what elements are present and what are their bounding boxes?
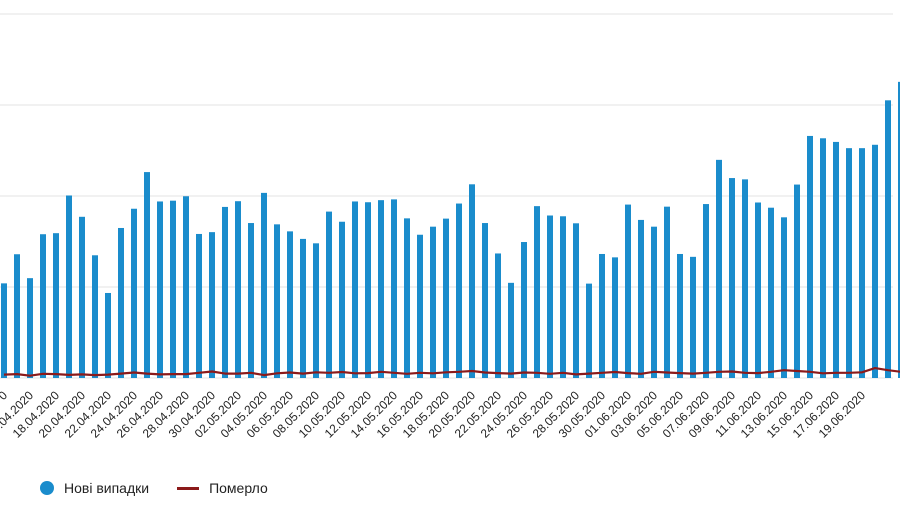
- new-cases-bar[interactable]: [157, 201, 163, 378]
- new-cases-bar[interactable]: [53, 233, 59, 378]
- new-cases-bar[interactable]: [885, 100, 891, 378]
- new-cases-bar[interactable]: [586, 283, 592, 378]
- new-cases-bar[interactable]: [794, 184, 800, 378]
- new-cases-bar[interactable]: [664, 206, 670, 378]
- legend-item-deaths[interactable]: Померло: [177, 480, 268, 496]
- new-cases-bar[interactable]: [495, 253, 501, 378]
- new-cases-bar[interactable]: [196, 233, 202, 378]
- circle-icon: [40, 481, 54, 495]
- new-cases-bar[interactable]: [638, 219, 644, 378]
- new-cases-bar[interactable]: [352, 201, 358, 378]
- new-cases-bar[interactable]: [222, 206, 228, 378]
- legend: Нові випадки Померло: [40, 480, 296, 496]
- new-cases-bar[interactable]: [807, 135, 813, 378]
- x-tick-label: 0: [0, 388, 10, 403]
- new-cases-bar[interactable]: [66, 195, 72, 378]
- new-cases-bar[interactable]: [560, 216, 566, 378]
- new-cases-bar[interactable]: [300, 238, 306, 378]
- new-cases-bar[interactable]: [235, 201, 241, 378]
- new-cases-bar[interactable]: [742, 179, 748, 378]
- new-cases-bar[interactable]: [248, 223, 254, 378]
- new-cases-bar[interactable]: [430, 226, 436, 378]
- new-cases-bar[interactable]: [898, 81, 900, 379]
- new-cases-bar[interactable]: [599, 253, 605, 378]
- new-cases-bar[interactable]: [417, 234, 423, 378]
- new-cases-bar[interactable]: [404, 218, 410, 378]
- new-cases-bar[interactable]: [261, 192, 267, 378]
- legend-label-deaths: Померло: [209, 480, 268, 496]
- new-cases-bar[interactable]: [781, 217, 787, 378]
- line-icon: [177, 486, 200, 490]
- new-cases-bar[interactable]: [872, 144, 878, 378]
- new-cases-bar[interactable]: [716, 159, 722, 378]
- new-cases-bar[interactable]: [14, 254, 20, 378]
- legend-item-new-cases[interactable]: Нові випадки: [40, 480, 149, 496]
- new-cases-bar[interactable]: [820, 138, 826, 378]
- new-cases-bar[interactable]: [378, 200, 384, 378]
- new-cases-bar[interactable]: [79, 216, 85, 378]
- new-cases-bar[interactable]: [456, 203, 462, 378]
- new-cases-bar[interactable]: [443, 218, 449, 378]
- new-cases-bar[interactable]: [313, 243, 319, 378]
- new-cases-bar[interactable]: [859, 148, 865, 378]
- new-cases-bar[interactable]: [846, 148, 852, 378]
- new-cases-bar[interactable]: [92, 255, 98, 378]
- new-cases-bar[interactable]: [209, 232, 215, 378]
- new-cases-bar[interactable]: [339, 221, 345, 378]
- new-cases-bar[interactable]: [365, 202, 371, 378]
- legend-label-new-cases: Нові випадки: [64, 480, 150, 496]
- new-cases-bar[interactable]: [768, 207, 774, 378]
- new-cases-bar[interactable]: [27, 278, 33, 378]
- new-cases-bar[interactable]: [729, 178, 735, 378]
- new-cases-bar[interactable]: [118, 227, 124, 378]
- new-cases-bar[interactable]: [391, 199, 397, 378]
- new-cases-bar[interactable]: [40, 234, 46, 378]
- new-cases-bar[interactable]: [105, 292, 111, 378]
- new-cases-bar[interactable]: [144, 172, 150, 378]
- new-cases-bar[interactable]: [573, 223, 579, 378]
- new-cases-bar[interactable]: [625, 204, 631, 378]
- new-cases-bar[interactable]: [287, 231, 293, 378]
- new-cases-bar[interactable]: [482, 223, 488, 378]
- new-cases-bar[interactable]: [274, 224, 280, 378]
- new-cases-bar[interactable]: [131, 208, 137, 378]
- new-cases-bar[interactable]: [612, 257, 618, 378]
- new-cases-bar[interactable]: [547, 215, 553, 379]
- new-cases-bar[interactable]: [183, 196, 189, 378]
- deaths-line: [3, 367, 900, 377]
- new-cases-bar[interactable]: [1, 283, 7, 378]
- new-cases-bar[interactable]: [469, 184, 475, 378]
- new-cases-bar[interactable]: [755, 202, 761, 379]
- new-cases-bar[interactable]: [508, 282, 514, 378]
- x-axis-tick-labels: 016.04.202018.04.202020.04.202022.04.202…: [0, 388, 868, 441]
- new-cases-bar[interactable]: [534, 206, 540, 378]
- new-cases-bar[interactable]: [833, 141, 839, 378]
- new-cases-bar[interactable]: [170, 200, 176, 378]
- new-cases-bar[interactable]: [703, 204, 709, 378]
- new-cases-bar[interactable]: [690, 256, 696, 378]
- new-cases-bars: [1, 81, 900, 379]
- new-cases-bar[interactable]: [651, 226, 657, 378]
- new-cases-bar[interactable]: [326, 211, 332, 378]
- new-cases-bar[interactable]: [521, 242, 527, 378]
- new-cases-bar[interactable]: [677, 253, 683, 378]
